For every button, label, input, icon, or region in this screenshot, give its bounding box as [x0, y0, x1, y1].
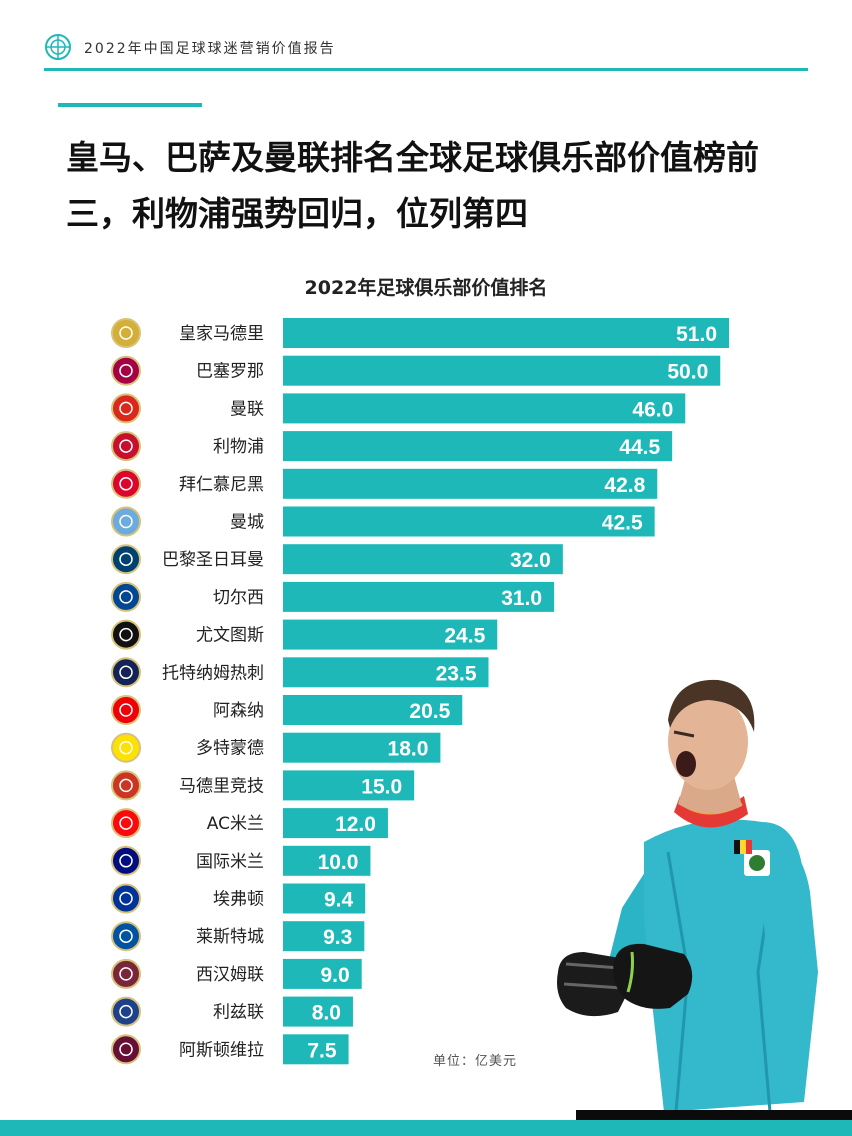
value-label: 15.0: [361, 775, 402, 798]
unit-label: 单位：亿美元: [433, 1054, 518, 1069]
value-label: 50.0: [667, 361, 708, 384]
value-label: 42.8: [604, 474, 645, 497]
category-label: 尤文图斯: [196, 626, 264, 646]
category-label: 曼联: [230, 399, 264, 419]
value-label: 7.5: [307, 1039, 337, 1062]
category-label: 切尔西: [213, 588, 264, 608]
club-logo-icon: [111, 1034, 141, 1065]
club-logo-icon: [111, 544, 141, 575]
category-label: 曼城: [230, 513, 264, 533]
category-label: 多特蒙德: [196, 739, 264, 759]
club-logo-icon: [111, 958, 141, 989]
category-label: 拜仁慕尼黑: [179, 475, 264, 495]
bottom-dark-strip: [576, 1110, 852, 1122]
value-label: 8.0: [312, 1002, 341, 1025]
bar: [283, 581, 555, 612]
club-logo-icon: [111, 619, 141, 650]
value-label: 9.3: [323, 926, 352, 949]
goalkeeper-celebration-image: [557, 679, 818, 1113]
club-logo-icon: [111, 468, 141, 499]
category-label: 阿森纳: [213, 701, 264, 721]
category-label: 皇家马德里: [179, 324, 264, 344]
bar: [283, 544, 563, 575]
headline-line-1: 皇马、巴萨及曼联排名全球足球俱乐部价值榜前: [66, 138, 759, 177]
value-label: 18.0: [388, 738, 429, 761]
category-label: 巴塞罗那: [196, 362, 264, 382]
bar: [283, 883, 366, 914]
bar: [283, 845, 371, 876]
club-logo-icon: [111, 431, 141, 462]
headline: 皇马、巴萨及曼联排名全球足球俱乐部价值榜前 三，利物浦强势回归，位列第四: [66, 130, 826, 242]
category-label: AC米兰: [207, 814, 264, 834]
club-logo-icon: [111, 318, 141, 348]
club-logo-icon: [111, 808, 141, 839]
club-logo-icon: [111, 996, 141, 1027]
bar: [283, 657, 489, 688]
value-label: 23.5: [436, 662, 477, 685]
report-title: 2022年中国足球球迷营销价值报告: [84, 41, 336, 57]
category-label: 国际米兰: [196, 852, 264, 872]
bar: [283, 506, 655, 537]
value-label: 46.0: [632, 398, 673, 421]
value-label: 42.5: [602, 512, 643, 535]
category-label: 利物浦: [213, 437, 264, 457]
bar: [283, 431, 673, 462]
bar: [283, 808, 388, 839]
category-label: 埃弗顿: [213, 890, 264, 910]
category-label: 巴黎圣日耳曼: [162, 550, 264, 570]
headline-line-2: 三，利物浦强势回归，位列第四: [66, 194, 528, 233]
value-label: 20.5: [409, 700, 450, 723]
category-label: 莱斯特城: [196, 927, 264, 947]
bottom-accent-band: [0, 1120, 852, 1136]
bar: [283, 1034, 349, 1065]
value-label: 32.0: [510, 549, 551, 572]
bar: [283, 355, 721, 386]
category-label: 利兹联: [213, 1003, 264, 1023]
value-label: 9.0: [321, 964, 350, 987]
category-label: 托特纳姆热刺: [162, 663, 264, 683]
bar: [283, 732, 441, 763]
chart-title: 2022年足球俱乐部价值排名: [304, 277, 548, 299]
club-logo-icon: [111, 695, 141, 725]
club-logo-icon: [111, 355, 141, 386]
headline-accent-bar: [58, 103, 202, 107]
club-logo-icon: [111, 732, 141, 763]
club-logo-icon: [111, 921, 141, 952]
report-logo-icon: [45, 34, 71, 60]
value-label: 31.0: [501, 587, 542, 610]
club-logo-icon: [111, 393, 141, 424]
category-label: 阿斯顿维拉: [179, 1040, 264, 1060]
club-logo-icon: [111, 770, 141, 801]
category-label: 西汉姆联: [196, 965, 264, 985]
club-logo-icon: [111, 657, 141, 688]
bar: [283, 770, 415, 801]
value-label: 10.0: [318, 851, 359, 874]
bar: [283, 958, 362, 989]
bar: [283, 921, 365, 952]
bar: [283, 996, 353, 1027]
value-label: 9.4: [324, 889, 354, 912]
club-logo-icon: [111, 845, 141, 876]
category-label: 马德里竞技: [179, 776, 264, 796]
value-label: 51.0: [676, 323, 717, 346]
club-logo-icon: [111, 581, 141, 612]
header-divider: [44, 68, 808, 71]
bar: [283, 695, 463, 725]
bar: [283, 619, 498, 650]
value-label: 12.0: [335, 813, 376, 836]
bar: [283, 468, 658, 499]
value-label: 44.5: [619, 436, 660, 459]
club-logo-icon: [111, 883, 141, 914]
value-label: 24.5: [444, 625, 485, 648]
bar: [283, 318, 729, 348]
club-logo-icon: [111, 506, 141, 537]
bar: [283, 393, 686, 424]
